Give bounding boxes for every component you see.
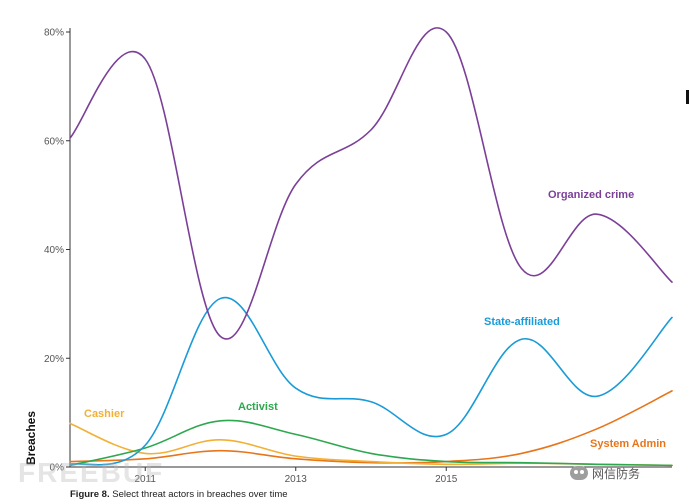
series-label-state-affiliated: State-affiliated [484,316,560,328]
series-line-activist [69,419,673,467]
badge-text: 网信防务 [592,466,641,481]
y-tick-label: 0% [50,463,65,474]
y-axis-label: Breaches [24,411,38,465]
figure-caption: Figure 8. Select threat actors in breach… [70,489,288,500]
y-tick-label: 60% [44,136,64,147]
caption-prefix: Figure 8. [70,489,110,500]
series-label-organized-crime: Organized crime [548,189,634,201]
series-label-activist: Activist [238,401,278,413]
series-line-state-affiliated [69,296,673,466]
series-label-system-admin: System Admin [590,438,666,450]
edge-mark [686,90,689,104]
series-layer [69,27,673,467]
y-tick-label: 20% [44,354,64,365]
series-label-cashier: Cashier [84,408,125,420]
y-tick-label: 40% [44,245,64,256]
wechat-icon [570,466,588,480]
x-tick-label: 2015 [435,474,458,485]
x-tick-label: 2013 [285,474,308,485]
y-tick-label: 80% [44,28,64,39]
series-line-system-admin [69,390,673,464]
source-badge: 网信防务 [570,462,640,484]
x-tick-label: 2011 [134,474,156,485]
watermark: FREEBUF [18,457,165,488]
caption-text: Select threat actors in breaches over ti… [109,489,288,500]
y-axis: 0% 20% 40% 60% 80% [44,28,71,474]
series-line-organized-crime [69,27,673,340]
series-label-layer: System Admin Cashier Activist State-affilia… [84,189,666,450]
